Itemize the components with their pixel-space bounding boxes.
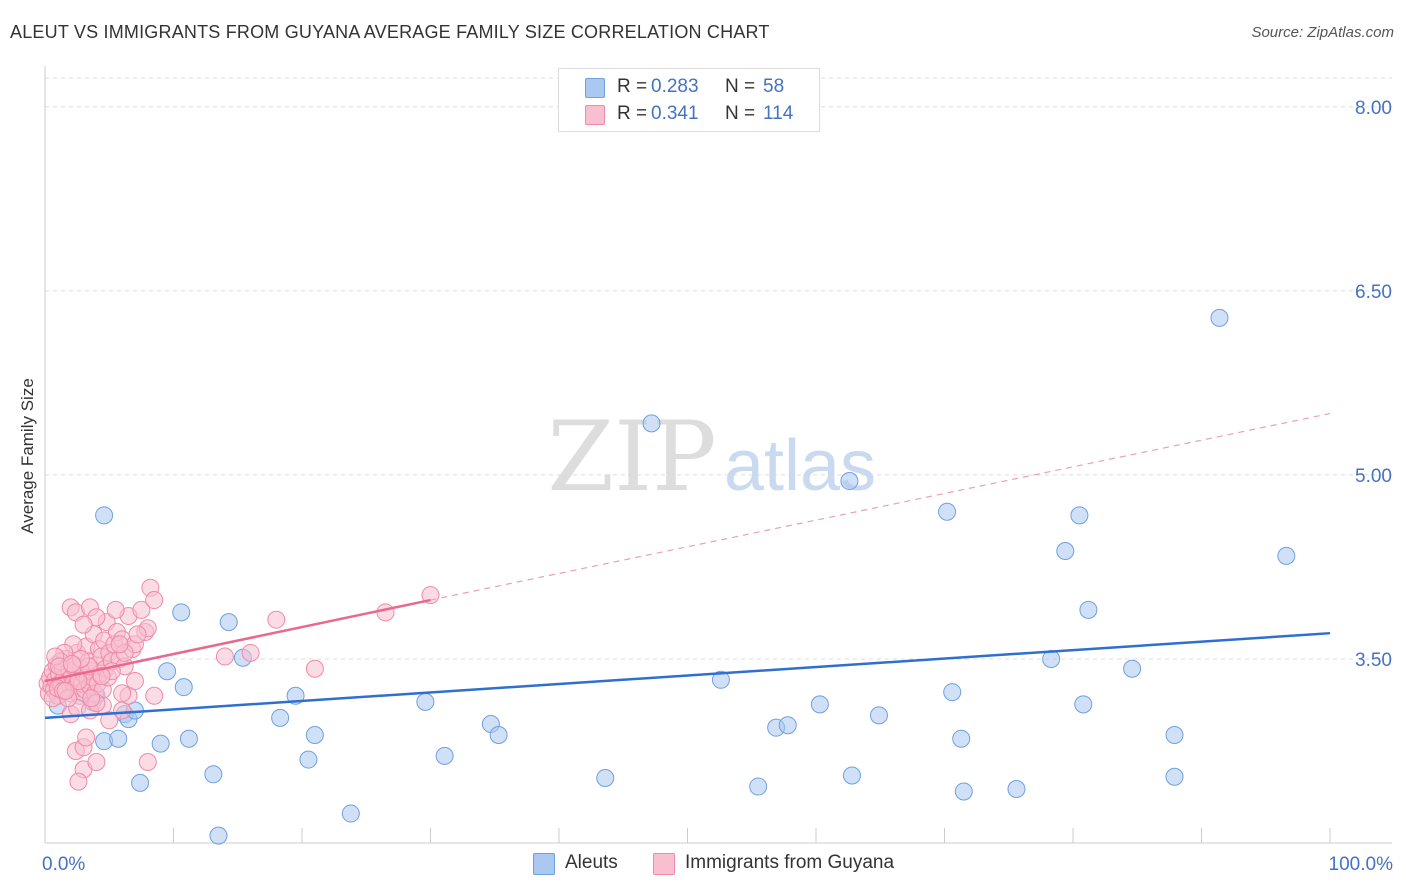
guyana-point xyxy=(62,654,81,673)
guyana-point xyxy=(106,600,125,619)
guyana-point xyxy=(132,600,151,619)
aleut-point xyxy=(1123,659,1142,678)
aleut-point xyxy=(842,766,861,785)
correlation-legend: R = 0.283 N = 58 R = 0.341 N = 114 xyxy=(558,68,820,132)
aleut-point xyxy=(869,706,888,725)
guyana-point xyxy=(74,615,93,634)
aleut-point xyxy=(1165,726,1184,745)
aleut-point xyxy=(1210,308,1229,327)
legend-label-aleuts: Aleuts xyxy=(565,852,618,873)
guyana-point xyxy=(145,591,164,610)
legend-n-value: 58 xyxy=(763,76,785,97)
aleut-point xyxy=(711,670,730,689)
watermark-atlas: atlas xyxy=(724,426,876,506)
aleut-point xyxy=(435,746,454,765)
legend-r-value: 0.283 xyxy=(651,76,699,97)
aleut-point xyxy=(158,662,177,681)
aleut-point xyxy=(299,750,318,769)
aleut-point xyxy=(810,695,829,714)
guyana-point xyxy=(87,753,106,772)
guyana-point xyxy=(92,667,111,686)
watermark-zip: ZIP xyxy=(547,401,716,513)
guyana-point xyxy=(69,772,88,791)
y-tick-label: 3.50 xyxy=(1355,650,1392,671)
source-note: Source: ZipAtlas.com xyxy=(1251,24,1394,41)
guyana-point xyxy=(215,647,234,666)
legend-swatch-aleuts xyxy=(585,78,605,98)
aleut-point xyxy=(151,734,170,753)
legend-r-value: 0.341 xyxy=(651,103,699,124)
aleut-point xyxy=(204,765,223,784)
guyana-point xyxy=(145,686,164,705)
aleut-point xyxy=(938,502,957,521)
aleut-point xyxy=(305,726,324,745)
y-tick-label: 5.00 xyxy=(1355,466,1392,487)
legend-swatch-guyana xyxy=(585,105,605,125)
aleut-point xyxy=(179,729,198,748)
guyana-point xyxy=(128,625,147,644)
aleut-point xyxy=(271,708,290,727)
chart-title: ALEUT VS IMMIGRANTS FROM GUYANA AVERAGE … xyxy=(10,22,770,42)
legend-n-value: 114 xyxy=(763,103,794,124)
guyana-point xyxy=(138,753,157,772)
aleut-point xyxy=(1277,546,1296,565)
aleut-point xyxy=(131,773,150,792)
aleut-point xyxy=(1007,780,1026,799)
data-points xyxy=(38,308,1296,845)
tick-labels: 3.50 5.00 6.50 8.00 0.0% 100.0% xyxy=(42,98,1393,875)
guyana-point xyxy=(100,711,119,730)
axes xyxy=(44,66,1392,844)
legend-swatch-aleuts xyxy=(533,853,555,875)
aleut-point xyxy=(778,716,797,735)
guyana-point xyxy=(267,610,286,629)
guyana-point xyxy=(125,672,144,691)
guyana-point xyxy=(113,684,132,703)
aleut-point xyxy=(1165,767,1184,786)
aleut-point xyxy=(840,472,859,491)
guyana-point xyxy=(110,635,129,654)
aleut-point xyxy=(642,414,661,433)
aleut-point xyxy=(596,768,615,787)
guyana-point xyxy=(77,728,96,747)
aleut-point xyxy=(172,603,191,622)
legend-r-label: R = xyxy=(617,103,648,124)
aleut-point xyxy=(174,678,193,697)
aleut-point xyxy=(341,804,360,823)
aleut-point xyxy=(489,726,508,745)
legend-n-label: N = xyxy=(725,76,756,97)
aleut-point xyxy=(1074,695,1093,714)
x-tick-label: 0.0% xyxy=(42,854,85,875)
aleut-point xyxy=(219,613,238,632)
aleut-point xyxy=(749,777,768,796)
aleut-point xyxy=(1079,600,1098,619)
aleut-point xyxy=(109,729,128,748)
guyana-point xyxy=(376,603,395,622)
legend-r-label: R = xyxy=(617,76,648,97)
guyana-point xyxy=(56,681,75,700)
aleut-point xyxy=(209,826,228,845)
y-tick-label: 6.50 xyxy=(1355,282,1392,303)
aleut-point xyxy=(95,506,114,525)
legend-n-label: N = xyxy=(725,103,756,124)
aleut-point xyxy=(1056,541,1075,560)
guyana-trend-line xyxy=(44,598,431,683)
aleut-point xyxy=(943,683,962,702)
aleut-point xyxy=(416,692,435,711)
guyana-point xyxy=(305,659,324,678)
watermark: ZIP atlas xyxy=(547,401,876,513)
guyana-point xyxy=(82,689,101,708)
y-tick-label: 8.00 xyxy=(1355,98,1392,119)
guyana-point xyxy=(241,643,260,662)
legend-swatch-guyana xyxy=(653,853,675,875)
legend-label-guyana: Immigrants from Guyana xyxy=(685,852,895,873)
aleut-trend-line xyxy=(44,631,1331,720)
aleut-point xyxy=(954,782,973,801)
guyana-point xyxy=(69,672,88,691)
gridlines xyxy=(45,77,1392,660)
x-tick-label: 100.0% xyxy=(1329,854,1394,875)
aleut-point xyxy=(1070,506,1089,525)
aleut-point xyxy=(952,729,971,748)
trend-lines xyxy=(44,412,1331,720)
